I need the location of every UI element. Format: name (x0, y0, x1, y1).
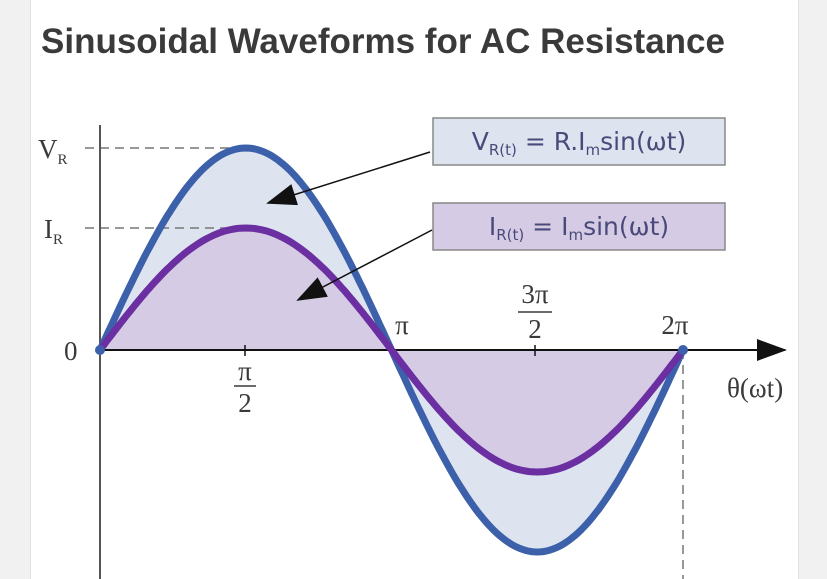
voltage-pointer (266, 151, 431, 206)
two-pi-label: 2π (661, 310, 689, 340)
x-axis-title: θ(ωt) (727, 373, 783, 403)
vr-label: VR (38, 134, 68, 168)
page-title: Sinusoidal Waveforms for AC Resistance (41, 22, 725, 61)
frac-num: π (238, 356, 252, 386)
current-pointer (296, 229, 433, 301)
frac-den: 2 (528, 314, 542, 344)
voltage-formula-box (432, 117, 726, 166)
current-formula: IR(t) = Imsin(ωt) (489, 212, 669, 244)
ir-label: IR (44, 214, 63, 248)
zero-label: 0 (64, 336, 78, 366)
frac-den: 2 (238, 388, 252, 418)
pi-label: π (395, 310, 409, 340)
end-dot (678, 345, 688, 355)
current-wave (97, 224, 686, 476)
voltage-formula: VR(t) = R.Imsin(ωt) (472, 127, 686, 159)
current-formula-box (432, 202, 726, 251)
frac-num: 3π (521, 279, 549, 309)
origin-dot (95, 345, 105, 355)
